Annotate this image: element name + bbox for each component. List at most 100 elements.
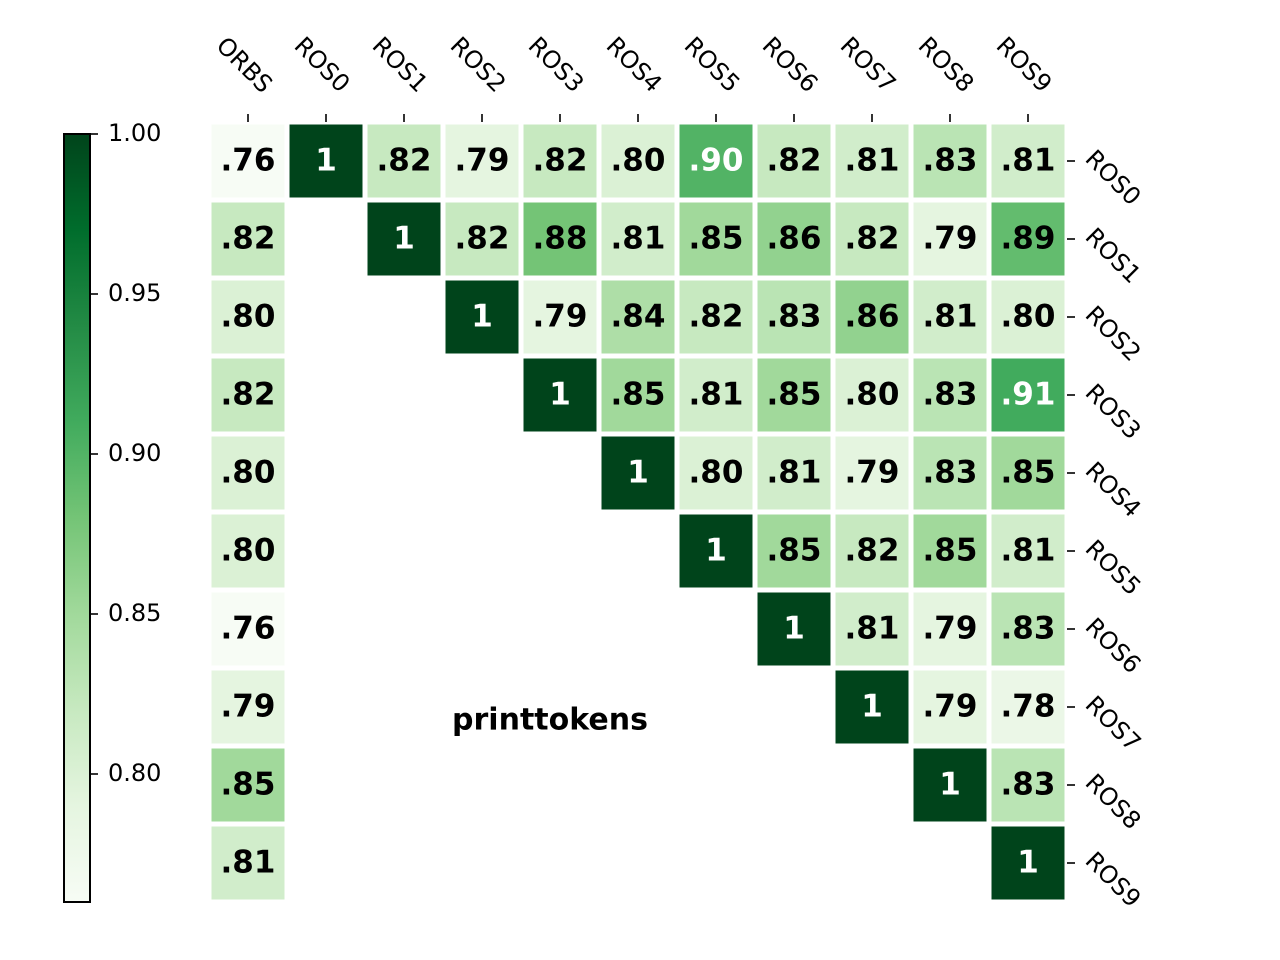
cell-value-label: .82 (533, 143, 588, 179)
y-tick-label: ROS1 (1080, 222, 1147, 289)
colorbar-ticks: 0.80 0.85 0.90 0.95 1.00 (90, 119, 161, 787)
heatmap-cell (835, 202, 909, 276)
heatmap-cell (835, 592, 909, 666)
cell-value-label: .78 (1001, 689, 1056, 725)
cell-value-label: .79 (221, 689, 276, 725)
cell-value-label: .85 (767, 533, 822, 569)
y-tick-label: ROS6 (1080, 612, 1147, 679)
heatmap-cell (211, 670, 285, 744)
y-tick-label: ROS5 (1080, 534, 1147, 601)
heatmap-cell (991, 670, 1065, 744)
cell-value-label: .85 (221, 767, 276, 803)
heatmap-cell (757, 202, 831, 276)
heatmap-cell (289, 124, 363, 198)
y-axis-ticks: ROS0 ROS1 ROS2 ROS3 ROS4 ROS5 ROS6 ROS7 ROS8 ROS9 (1067, 144, 1146, 913)
heatmap-cell (445, 202, 519, 276)
cell-value-label: .85 (767, 377, 822, 413)
cell-value-label: .80 (611, 143, 666, 179)
x-tick-label: ROS2 (445, 31, 512, 98)
heatmap-cell (211, 514, 285, 588)
heatmap-cell (445, 124, 519, 198)
cell-value-label: 1 (393, 221, 415, 257)
y-tick-label: ROS9 (1080, 846, 1147, 913)
cell-value-label: .80 (221, 533, 276, 569)
cell-value-label: 1 (861, 689, 883, 725)
heatmap-cell (835, 124, 909, 198)
cell-value-label: .79 (533, 299, 588, 335)
heatmap-cell (757, 124, 831, 198)
heatmap-cell (913, 514, 987, 588)
x-tick-label: ROS6 (757, 31, 824, 98)
colorbar-tick-label: 1.00 (108, 119, 161, 147)
heatmap-cell (991, 280, 1065, 354)
heatmap-cell (991, 436, 1065, 510)
cell-value-label: .82 (455, 221, 510, 257)
heatmap-cell (679, 202, 753, 276)
heatmap-cell (679, 124, 753, 198)
heatmap-cell (757, 358, 831, 432)
heatmap-cell (211, 124, 285, 198)
heatmap-cell (211, 202, 285, 276)
cell-value-label: .83 (923, 455, 978, 491)
heatmap-cell (913, 436, 987, 510)
heatmap-cell (991, 358, 1065, 432)
y-tick-label: ROS4 (1080, 456, 1147, 523)
cell-value-label: .81 (611, 221, 666, 257)
cell-value-label: .83 (923, 377, 978, 413)
heatmap-cell (601, 202, 675, 276)
heatmap-cell (913, 748, 987, 822)
heatmap-cell (211, 826, 285, 900)
cell-value-label: 1 (1017, 845, 1039, 881)
colorbar-tick-label: 0.90 (108, 439, 161, 467)
heatmap-cell (835, 436, 909, 510)
cell-value-label: .82 (689, 299, 744, 335)
heatmap-cell (211, 280, 285, 354)
cell-value-label: .85 (689, 221, 744, 257)
cell-value-label: .81 (923, 299, 978, 335)
heatmap-cell (991, 514, 1065, 588)
cell-value-label: 1 (627, 455, 649, 491)
cell-value-label: 1 (939, 767, 961, 803)
x-tick-label: ROS1 (367, 31, 434, 98)
cell-value-label: .90 (689, 143, 744, 179)
heatmap-cell (991, 826, 1065, 900)
heatmap-cell (523, 280, 597, 354)
x-tick-label: ROS0 (289, 31, 356, 98)
cell-value-label: .79 (845, 455, 900, 491)
heatmap-cell (913, 124, 987, 198)
cell-value-label: .86 (767, 221, 822, 257)
heatmap-cell (679, 436, 753, 510)
cell-value-label: 1 (471, 299, 493, 335)
colorbar-tick-label: 0.80 (108, 759, 161, 787)
y-tick-label: ROS0 (1080, 144, 1147, 211)
heatmap-cell (835, 514, 909, 588)
heatmap-cell (913, 670, 987, 744)
cell-value-label: .83 (767, 299, 822, 335)
cell-value-label: .81 (767, 455, 822, 491)
heatmap-cell (211, 358, 285, 432)
cell-value-label: .82 (221, 221, 276, 257)
cell-value-label: .81 (845, 143, 900, 179)
cell-value-label: 1 (705, 533, 727, 569)
heatmap-cell (679, 280, 753, 354)
cell-value-label: .91 (1001, 377, 1056, 413)
cell-value-label: .89 (1001, 221, 1056, 257)
cell-value-label: .79 (923, 611, 978, 647)
cell-value-label: .82 (845, 533, 900, 569)
heatmap-cell (991, 124, 1065, 198)
heatmap-cell (679, 514, 753, 588)
cell-value-label: .79 (455, 143, 510, 179)
cell-value-label: .80 (689, 455, 744, 491)
heatmap-cell (211, 748, 285, 822)
cell-value-label: .81 (221, 845, 276, 881)
cell-value-label: .86 (845, 299, 900, 335)
cell-value-label: .83 (1001, 767, 1056, 803)
cell-value-label: .81 (1001, 143, 1056, 179)
x-tick-label: ROS3 (523, 31, 590, 98)
cell-value-label: .76 (221, 143, 276, 179)
heatmap-cells: .76 1 .82 .79 .82 .80 .90 .82 .81 .83 .81 .82 1 .82 .8… (211, 124, 1065, 900)
heatmap-cell (835, 670, 909, 744)
heatmap-cell (601, 436, 675, 510)
heatmap-cell (601, 124, 675, 198)
heatmap-cell (913, 358, 987, 432)
